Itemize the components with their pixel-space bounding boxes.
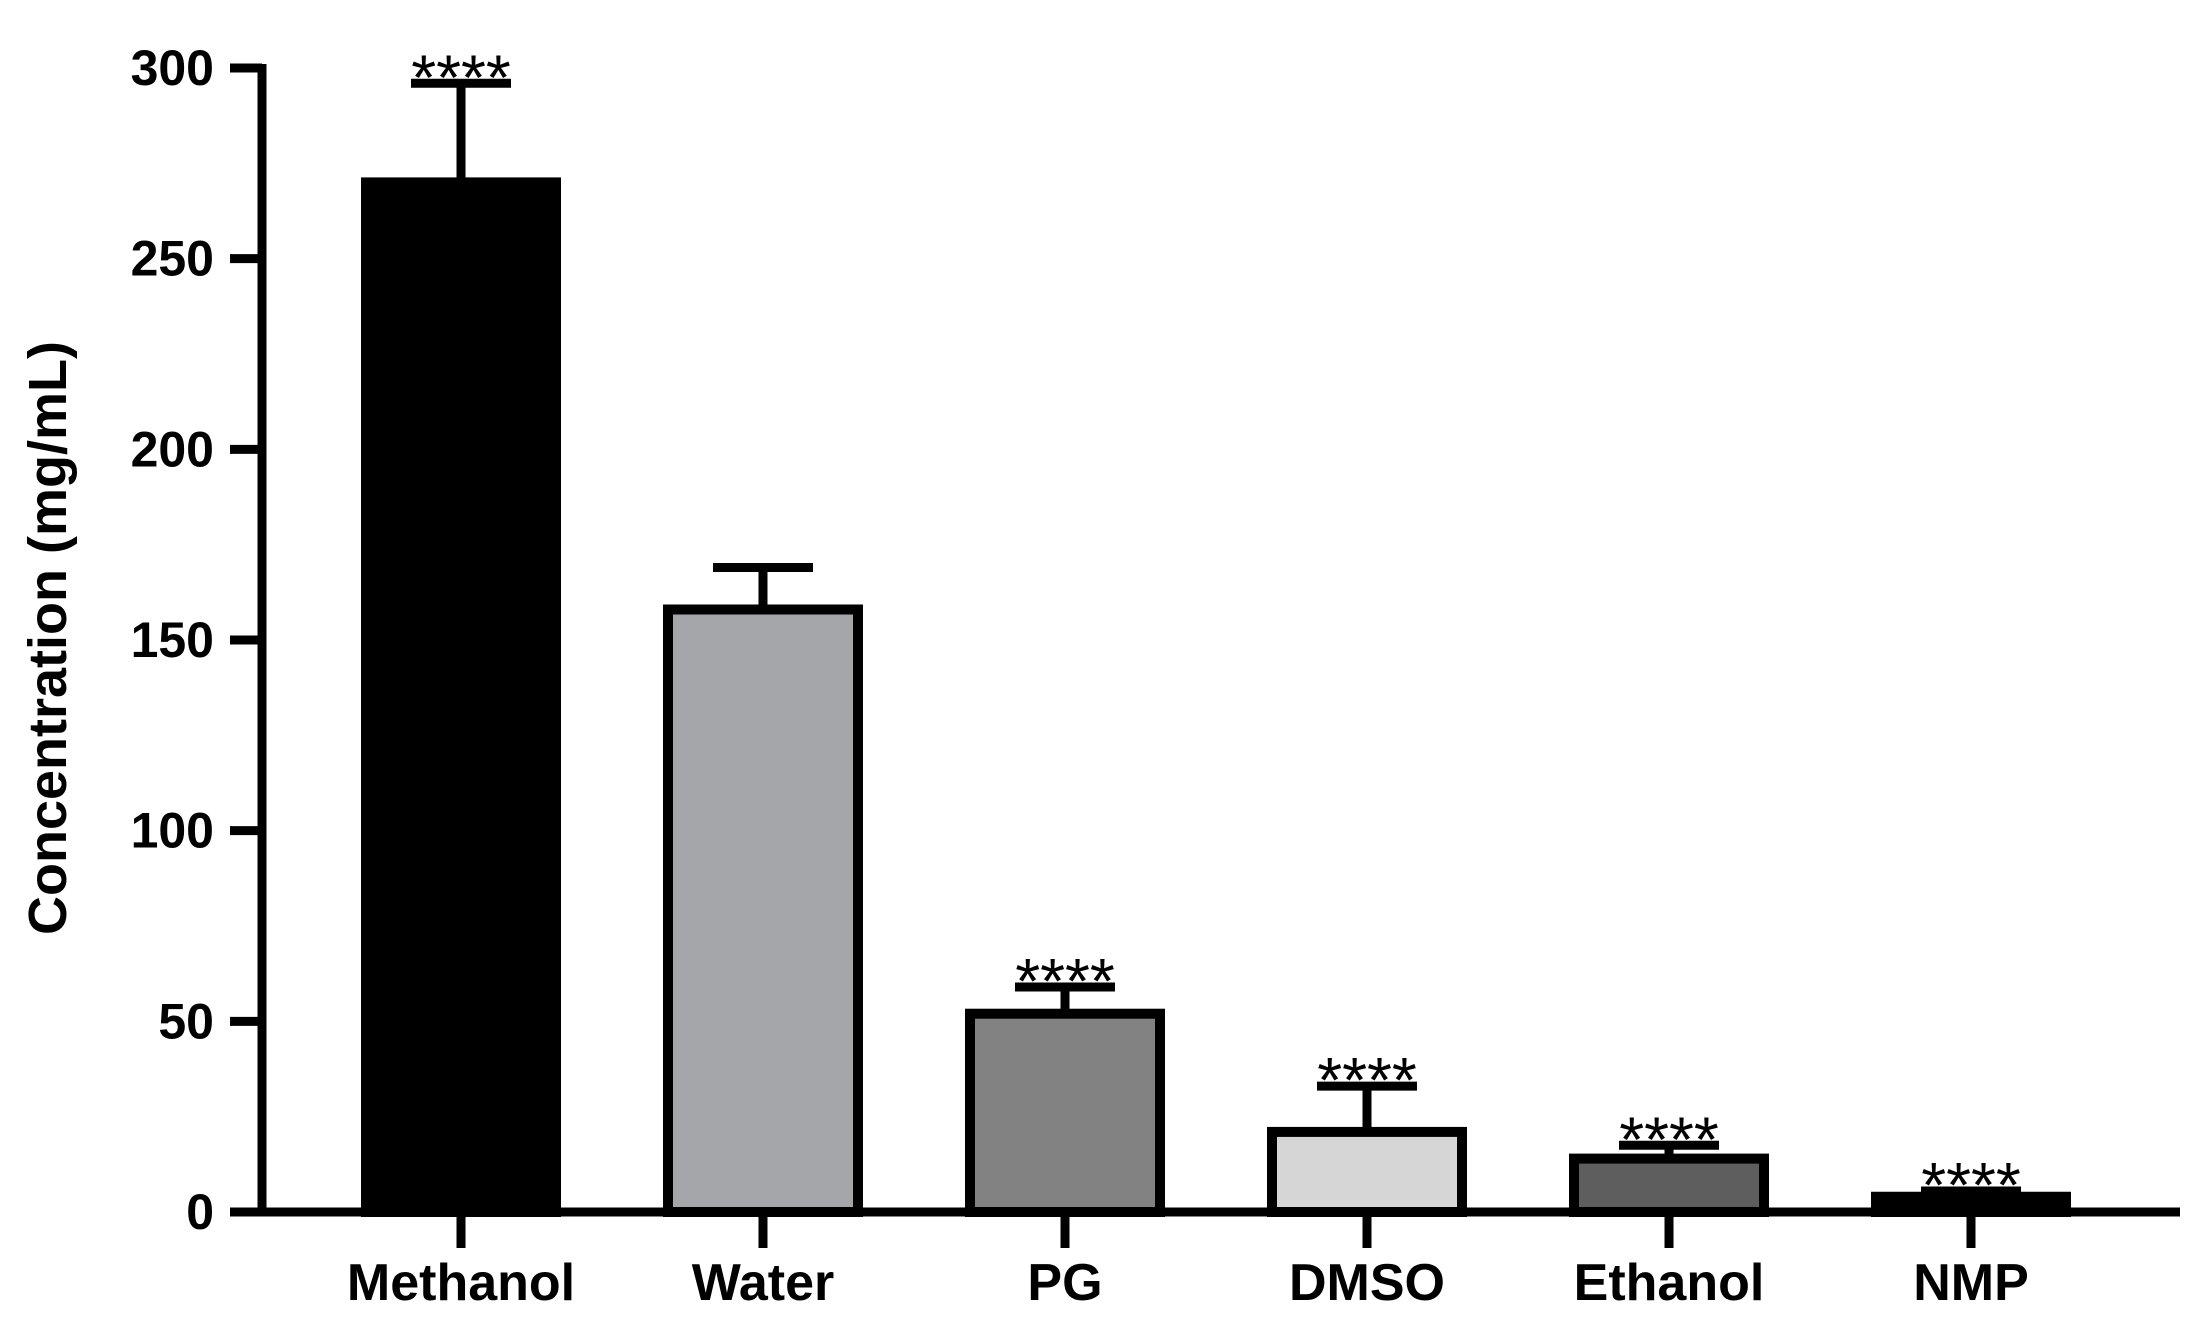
y-tick-label: 100 [131,803,214,859]
significance-label-methanol: **** [411,41,511,113]
bars-layer [361,78,2071,1218]
x-tick-label: Water [692,1254,835,1312]
y-tick-label: 0 [186,1184,214,1240]
significance-label-nmp: **** [1921,1149,2021,1221]
x-tick-label: Ethanol [1574,1254,1765,1312]
y-tick-label: 250 [131,231,214,287]
y-ticks: 0 50 100 150 200 250 300 [131,40,262,1240]
y-axis-title: Concentration (mg/mL) [18,341,78,935]
significance-labels: **** **** **** **** **** [411,41,2021,1221]
significance-label-dmso: **** [1317,1044,1417,1116]
bar-water [663,604,863,1217]
bar-ethanol [1569,1153,1769,1217]
significance-label-ethanol: **** [1619,1103,1719,1175]
y-tick-label: 200 [131,421,214,477]
x-tick-label: NMP [1913,1254,2029,1312]
x-tick-label: Methanol [347,1254,575,1312]
significance-label-pg: **** [1015,945,1115,1017]
bar-methanol [361,177,561,1217]
y-tick-label: 150 [131,612,214,668]
y-tick-label: 50 [158,993,214,1049]
bar-pg [965,1008,1165,1217]
x-tick-label: DMSO [1289,1254,1445,1312]
x-ticks: Methanol Water PG DMSO Ethanol NMP [347,1212,2029,1312]
y-tick-label: 300 [131,40,214,96]
bar-dmso [1267,1126,1467,1218]
x-tick-label: PG [1027,1254,1102,1312]
